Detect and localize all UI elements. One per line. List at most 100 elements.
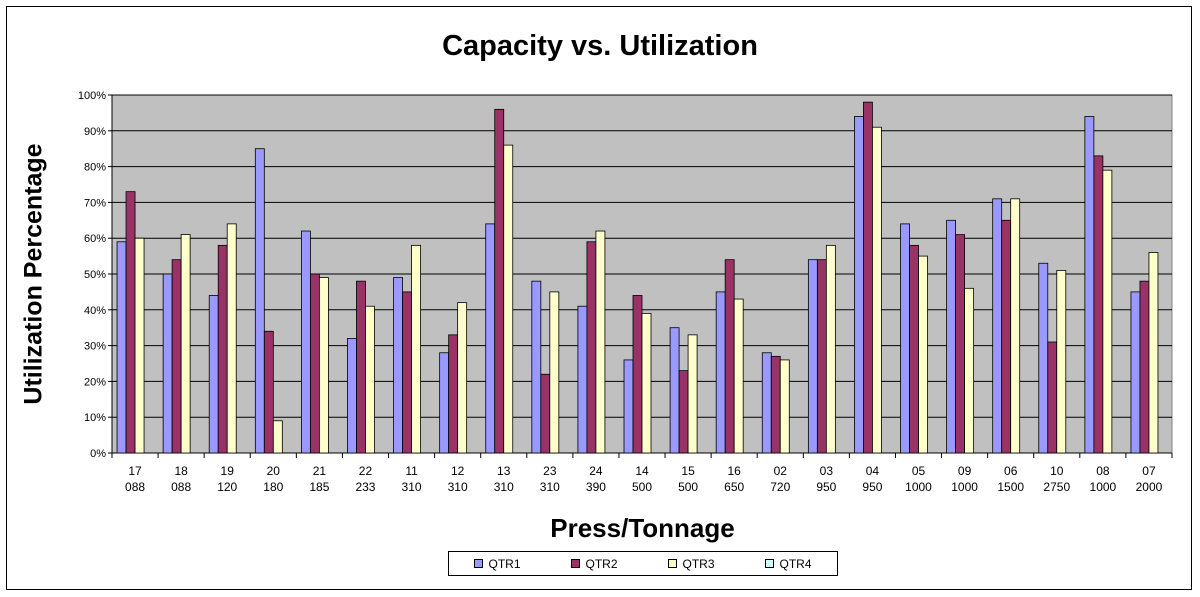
bar-qtr1 (347, 338, 357, 454)
bar-qtr2 (770, 355, 781, 454)
x-tick-label: 14 (635, 464, 649, 478)
bar-qtr1 (485, 223, 496, 454)
y-tick-label: 90% (84, 126, 106, 138)
bar-qtr3 (180, 234, 191, 454)
legend-label: QTR3 (682, 556, 715, 571)
bar-qtr1 (1130, 291, 1141, 454)
legend-swatch (474, 559, 484, 568)
bar-qtr3 (272, 420, 283, 454)
x-tick-label: 24 (589, 464, 603, 478)
bar-qtr1 (807, 259, 818, 454)
bar-qtr3 (365, 305, 375, 454)
bar-qtr3 (1056, 270, 1067, 454)
bar-qtr1 (577, 305, 588, 454)
bar-qtr2 (448, 334, 459, 454)
legend-label: QTR1 (488, 556, 521, 571)
x-tick-label: 12 (451, 464, 465, 478)
bar-qtr1 (300, 230, 311, 454)
bar-qtr2 (309, 273, 320, 454)
x-tick-label: 21 (313, 464, 327, 478)
bar-qtr2 (909, 244, 919, 454)
bar-qtr1 (946, 219, 957, 454)
bar-qtr2 (1093, 155, 1104, 454)
bar-qtr1 (393, 277, 403, 454)
bar-qtr3 (687, 334, 698, 454)
bar-qtr2 (402, 291, 412, 454)
bar-qtr2 (171, 259, 182, 454)
bar-qtr1 (1038, 262, 1049, 454)
x-tick-label: 19 (221, 464, 235, 478)
bar-qtr3 (1102, 169, 1113, 454)
x-tick-label: 950 (816, 480, 836, 494)
legend: QTR1 QTR2 QTR3 QTR4 (448, 551, 838, 576)
x-tick-label: 18 (174, 464, 188, 478)
bar-qtr1 (900, 223, 910, 454)
bar-qtr3 (503, 144, 514, 454)
bar-qtr1 (854, 116, 864, 454)
bar-qtr1 (162, 273, 173, 454)
x-tick-label: 088 (125, 480, 145, 494)
bar-qtr2 (955, 234, 966, 454)
x-tick-label: 08 (1096, 464, 1110, 478)
bar-qtr3 (918, 255, 928, 454)
bar-qtr2 (263, 330, 274, 454)
bar-qtr2 (494, 108, 505, 454)
x-tick-label: 310 (402, 480, 422, 494)
legend-label: QTR4 (779, 556, 812, 571)
x-tick-label: 2750 (1043, 480, 1070, 494)
legend-item-qtr4: QTR4 (765, 556, 812, 571)
bar-qtr3 (226, 223, 237, 454)
bar-qtr3 (595, 230, 606, 454)
y-tick-label: 50% (84, 269, 106, 281)
x-tick-label: 04 (866, 464, 880, 478)
bar-qtr1 (761, 352, 772, 454)
bar-qtr3 (549, 291, 560, 454)
bar-qtr1 (623, 359, 634, 454)
x-tick-label: 22 (359, 464, 373, 478)
y-tick-label: 10% (84, 412, 106, 424)
legend-item-qtr2: QTR2 (571, 557, 618, 571)
x-tick-label: 16 (727, 464, 741, 478)
x-tick-label: 390 (586, 480, 606, 494)
x-tick-label: 15 (681, 464, 695, 478)
x-tick-label: 06 (1004, 464, 1018, 478)
x-tick-label: 20 (267, 464, 281, 478)
x-tick-label: 650 (724, 480, 744, 494)
y-tick-label: 100% (78, 90, 106, 102)
bar-qtr3 (964, 287, 975, 454)
bar-qtr2 (586, 241, 597, 454)
x-tick-label: 02 (774, 464, 788, 478)
bar-qtr3 (641, 312, 652, 454)
legend-item-qtr1: QTR1 (474, 556, 521, 571)
bar-qtr1 (669, 327, 680, 454)
x-tick-label: 950 (862, 480, 882, 494)
y-tick-label: 80% (84, 162, 106, 174)
bar-qtr1 (116, 241, 127, 454)
x-tick-label: 088 (171, 480, 191, 494)
chart-frame (6, 6, 1192, 590)
x-tick-label: 10 (1050, 464, 1064, 478)
x-tick-label: 23 (543, 464, 557, 478)
bar-qtr3 (733, 298, 744, 454)
bar-qtr2 (1139, 280, 1150, 454)
x-tick-label: 1000 (951, 480, 978, 494)
bar-qtr1 (208, 295, 219, 454)
bar-qtr2 (816, 259, 827, 454)
x-tick-label: 180 (263, 480, 283, 494)
bar-qtr1 (439, 352, 450, 454)
x-tick-label: 1000 (905, 480, 932, 494)
bar-qtr2 (632, 295, 643, 454)
bar-qtr1 (715, 291, 726, 454)
bar-qtr3 (1148, 252, 1159, 454)
x-tick-label: 310 (448, 480, 468, 494)
x-tick-label: 500 (678, 480, 698, 494)
bar-qtr2 (125, 191, 136, 454)
x-tick-label: 120 (217, 480, 237, 494)
y-tick-label: 60% (84, 233, 106, 245)
bar-qtr1 (1084, 116, 1095, 454)
y-tick-label: 20% (84, 376, 106, 388)
x-tick-label: 13 (497, 464, 511, 478)
y-tick-label: 40% (84, 305, 106, 317)
bar-qtr3 (457, 302, 468, 454)
